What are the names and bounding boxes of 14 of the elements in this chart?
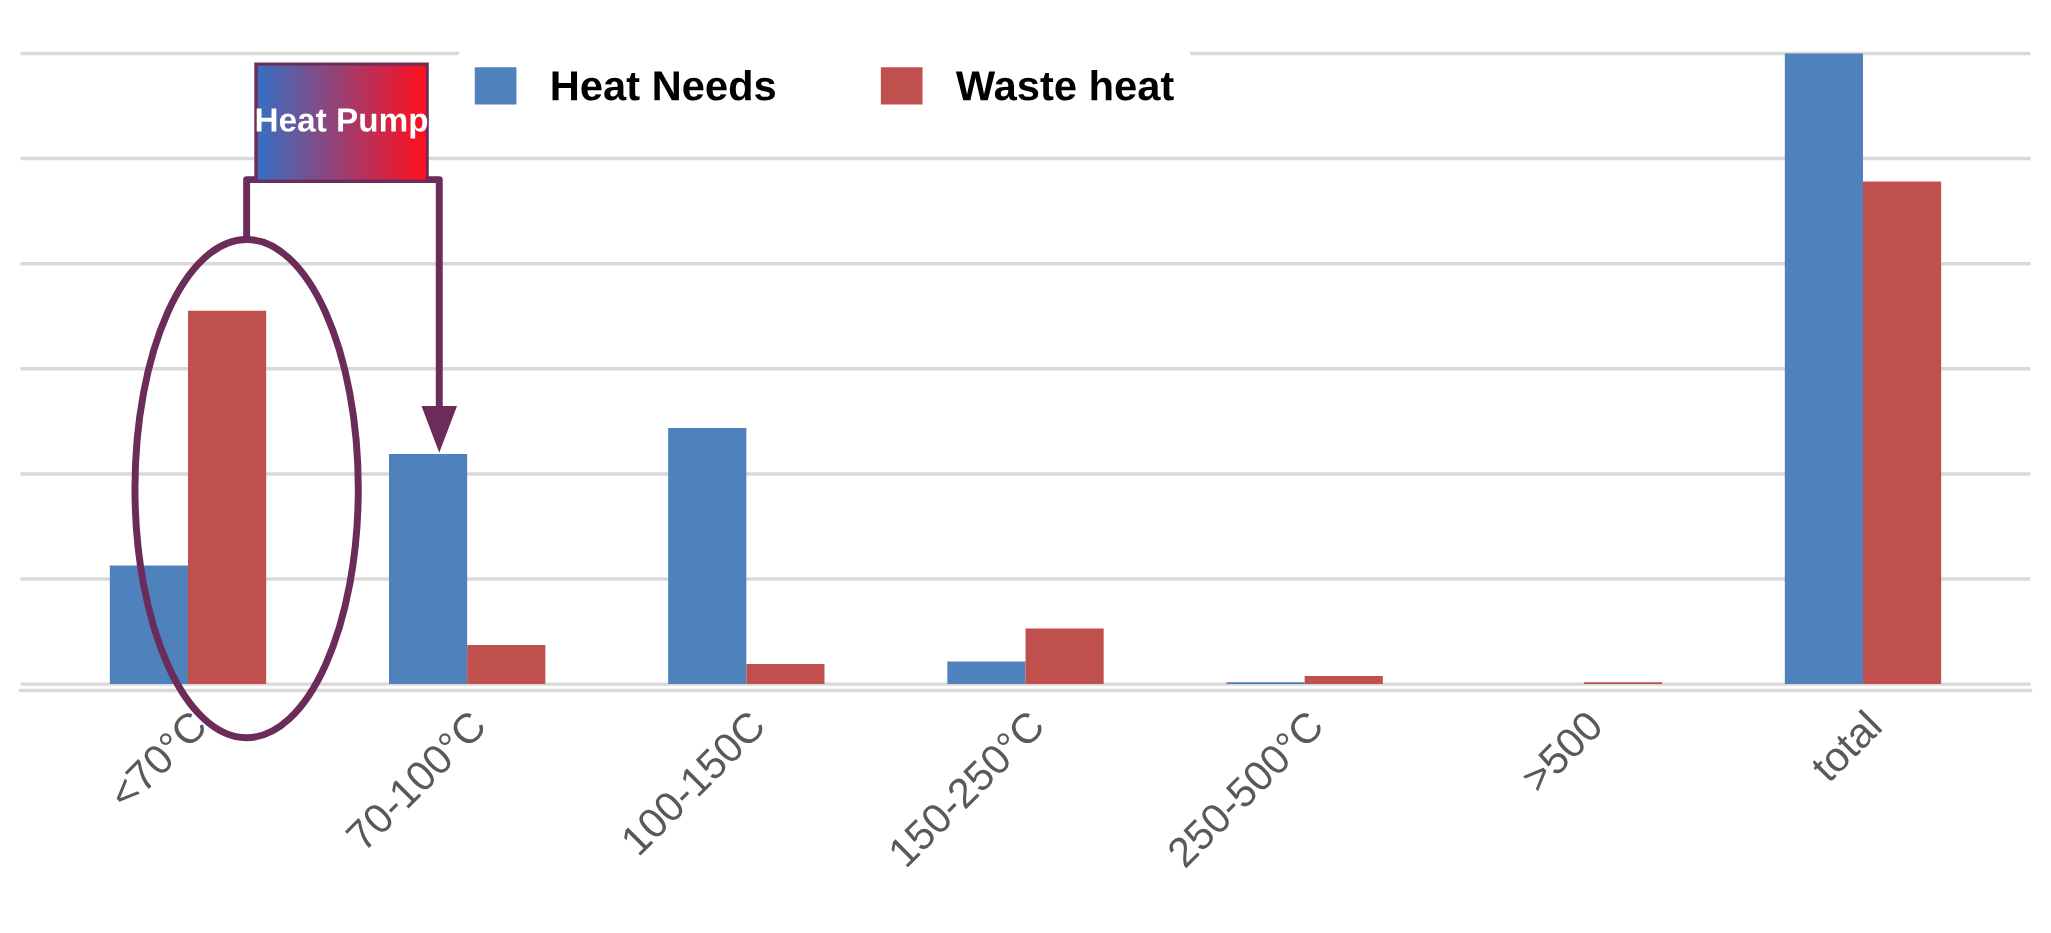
bar [109,565,189,685]
annotation: Heat Pump [256,108,428,139]
bar [947,661,1026,685]
bar [746,663,825,685]
bar [389,453,468,685]
bar [1304,675,1383,685]
bar [467,645,546,685]
legend-label: Waste heat [955,69,1174,101]
bar [1025,628,1104,685]
bar [668,428,747,685]
bar [188,310,267,685]
bar [1862,181,1942,685]
bar [1784,53,1863,685]
legend-label: Heat Needs [552,69,775,101]
